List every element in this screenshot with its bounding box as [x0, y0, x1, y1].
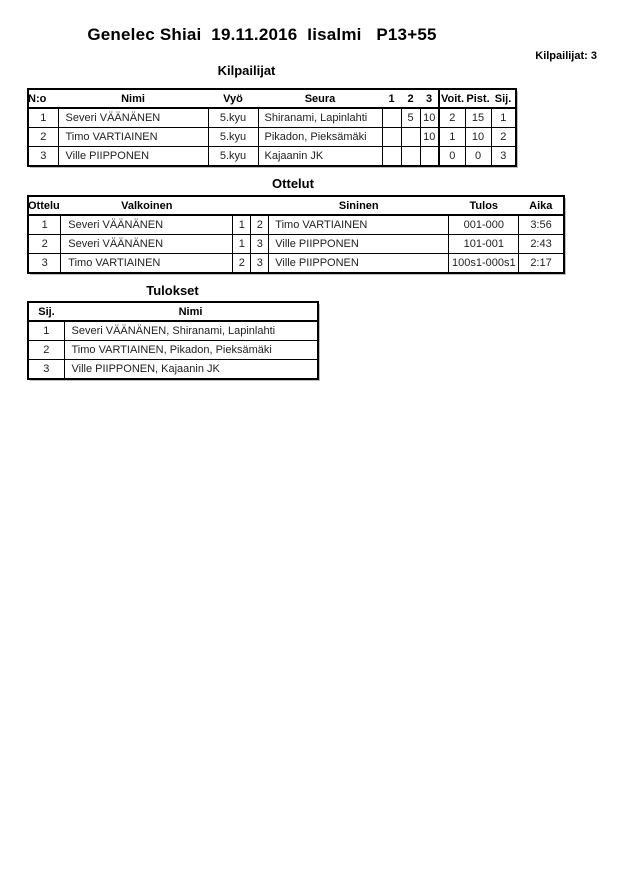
- col-header-blue: Sininen: [268, 196, 449, 216]
- cell-white-no: 2: [232, 253, 252, 274]
- results-header-row: Sij. Nimi: [28, 302, 318, 322]
- cell-no: 1: [27, 107, 59, 128]
- col-header-place: Sij.: [28, 302, 64, 322]
- cell-club: Pikadon, Pieksämäki: [257, 127, 383, 147]
- table-row: 3 Ville PIIPPONEN, Kajaanin JK: [27, 359, 319, 380]
- cell-name: Timo VARTIAINEN: [57, 127, 209, 147]
- cell-name: Timo VARTIAINEN, Pikadon, Pieksämäki: [63, 340, 319, 360]
- matches-heading: Ottelut: [272, 176, 314, 191]
- competitors-heading: Kilpailijat: [217, 63, 276, 78]
- cell-time: 2:43: [518, 234, 565, 254]
- cell-club: Shiranami, Lapinlahti: [257, 107, 383, 128]
- col-header-match: Ottelu: [28, 196, 61, 216]
- col-header-r2: 2: [401, 89, 420, 109]
- col-header-no: N:o: [28, 89, 58, 109]
- cell-club: Kajaanin JK: [257, 146, 383, 167]
- cell-points: 0: [464, 146, 492, 167]
- results-heading: Tulokset: [146, 283, 199, 298]
- cell-no: 2: [27, 127, 59, 147]
- cell-match-no: 3: [27, 253, 62, 274]
- col-header-result: Tulos: [448, 196, 519, 216]
- cell-belt: 5.kyu: [207, 127, 259, 147]
- competitors-table: N:o Nimi Vyö Seura 1 2 3 Voit. Pist. Sij…: [27, 88, 518, 167]
- cell-result: 001-000: [448, 214, 520, 235]
- cell-wins: 2: [437, 107, 466, 128]
- table-row: 3 Timo VARTIAINEN 2 3 Ville PIIPPONEN 10…: [27, 253, 565, 274]
- cell-blue-name: Ville PIIPPONEN: [268, 234, 450, 254]
- col-header-club: Seura: [258, 89, 382, 109]
- cell-place: 3: [27, 359, 65, 380]
- cell-name: Ville PIIPPONEN: [57, 146, 209, 167]
- table-row: 3 Ville PIIPPONEN 5.kyu Kajaanin JK 0 0 …: [27, 146, 517, 167]
- col-header-points: Pist.: [465, 89, 492, 109]
- cell-name: Severi VÄÄNÄNEN, Shiranami, Lapinlahti: [63, 320, 319, 341]
- table-row: 2 Timo VARTIAINEN, Pikadon, Pieksämäki: [27, 340, 319, 360]
- col-header-time: Aika: [518, 196, 564, 216]
- results-table: Sij. Nimi 1 Severi VÄÄNÄNEN, Shiranami, …: [27, 301, 319, 380]
- participants-count: Kilpailijat: 3: [535, 50, 597, 62]
- cell-wins: 1: [437, 127, 466, 147]
- cell-name: Severi VÄÄNÄNEN: [57, 107, 209, 128]
- col-header-r1: 1: [382, 89, 401, 109]
- cell-white-name: Severi VÄÄNÄNEN: [60, 234, 234, 254]
- cell-blue-no: 2: [250, 214, 270, 235]
- cell-match-no: 2: [27, 234, 62, 254]
- cell-r3: 10: [419, 107, 440, 128]
- cell-blue-name: Timo VARTIAINEN: [268, 214, 450, 235]
- cell-place: 2: [27, 340, 65, 360]
- cell-r3: 10: [419, 127, 440, 147]
- cell-blue-name: Ville PIIPPONEN: [268, 253, 450, 274]
- cell-r2: 5: [400, 107, 421, 128]
- cell-blue-no: 3: [250, 253, 270, 274]
- table-row: 2 Timo VARTIAINEN 5.kyu Pikadon, Pieksäm…: [27, 127, 517, 147]
- col-header-belt: Vyö: [208, 89, 258, 109]
- cell-white-name: Timo VARTIAINEN: [60, 253, 234, 274]
- cell-r2: [400, 146, 421, 167]
- cell-name: Ville PIIPPONEN, Kajaanin JK: [63, 359, 319, 380]
- col-header-name: Nimi: [58, 89, 208, 109]
- cell-r2: [400, 127, 421, 147]
- cell-no: 3: [27, 146, 59, 167]
- cell-place: 2: [490, 127, 517, 147]
- cell-points: 10: [464, 127, 492, 147]
- cell-white-name: Severi VÄÄNÄNEN: [60, 214, 234, 235]
- cell-white-no: 1: [232, 234, 252, 254]
- cell-belt: 5.kyu: [207, 146, 259, 167]
- cell-r3: [419, 146, 440, 167]
- col-header-white-no: [232, 196, 251, 216]
- col-header-r3: 3: [420, 89, 439, 109]
- matches-table: Ottelu Valkoinen Sininen Tulos Aika 1 Se…: [27, 195, 565, 274]
- col-header-wins: Voit.: [437, 89, 466, 109]
- col-header-place: Sij.: [491, 89, 517, 109]
- cell-result: 100s1-000s1: [448, 253, 520, 274]
- table-row: 1 Severi VÄÄNÄNEN 1 2 Timo VARTIAINEN 00…: [27, 214, 565, 235]
- page-title: Genelec Shiai 19.11.2016 Iisalmi P13+55: [87, 25, 437, 44]
- cell-r1: [381, 146, 402, 167]
- cell-r1: [381, 107, 402, 128]
- cell-time: 3:56: [518, 214, 565, 235]
- col-header-white: Valkoinen: [60, 196, 233, 216]
- col-header-blue-no: [250, 196, 269, 216]
- cell-time: 2:17: [518, 253, 565, 274]
- cell-place: 3: [490, 146, 517, 167]
- table-row: 1 Severi VÄÄNÄNEN, Shiranami, Lapinlahti: [27, 320, 319, 341]
- cell-r1: [381, 127, 402, 147]
- table-row: 2 Severi VÄÄNÄNEN 1 3 Ville PIIPPONEN 10…: [27, 234, 565, 254]
- competitors-header-row: N:o Nimi Vyö Seura 1 2 3 Voit. Pist. Sij…: [28, 89, 517, 109]
- cell-white-no: 1: [232, 214, 252, 235]
- cell-place: 1: [27, 320, 65, 341]
- col-header-name: Nimi: [64, 302, 318, 322]
- cell-place: 1: [490, 107, 517, 128]
- table-row: 1 Severi VÄÄNÄNEN 5.kyu Shiranami, Lapin…: [27, 107, 517, 128]
- matches-header-row: Ottelu Valkoinen Sininen Tulos Aika: [28, 196, 564, 216]
- cell-match-no: 1: [27, 214, 62, 235]
- cell-points: 15: [464, 107, 492, 128]
- cell-belt: 5.kyu: [207, 107, 259, 128]
- cell-wins: 0: [437, 146, 466, 167]
- cell-blue-no: 3: [250, 234, 270, 254]
- cell-result: 101-001: [448, 234, 520, 254]
